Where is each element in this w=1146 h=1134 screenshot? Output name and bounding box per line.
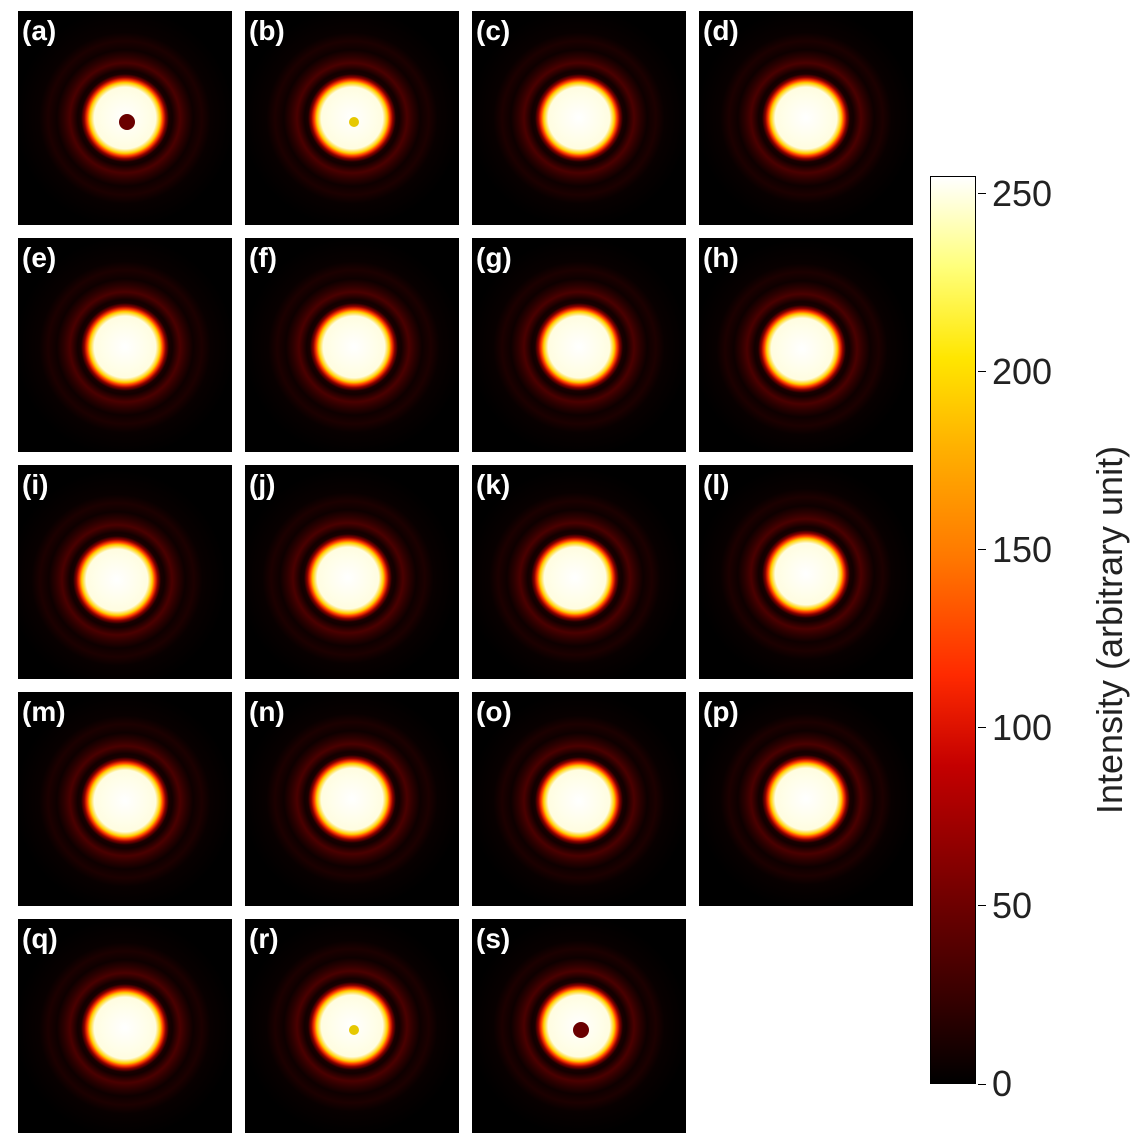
beam-profile — [18, 11, 232, 225]
intensity-panel: (d) — [699, 11, 913, 225]
colorbar-tick — [978, 549, 986, 551]
beam-profile — [699, 11, 913, 225]
center-dark-spot — [119, 114, 135, 130]
panel-label: (f) — [249, 242, 277, 273]
intensity-panel: (n) — [245, 692, 459, 906]
colorbar — [930, 176, 976, 1084]
panel-label: (n) — [249, 696, 285, 727]
intensity-panel: (o) — [472, 692, 686, 906]
beam-intensity — [699, 238, 913, 452]
beam-profile — [245, 11, 459, 225]
panel-label: (r) — [249, 923, 279, 954]
beam-profile — [18, 238, 232, 452]
colorbar-tick — [978, 371, 986, 373]
panel-label: (k) — [476, 469, 511, 500]
intensity-panel: (e) — [18, 238, 232, 452]
panel-label: (p) — [703, 696, 739, 727]
colorbar-tick-label: 50 — [992, 884, 1033, 926]
colorbar-tick — [978, 905, 986, 907]
intensity-panel: (g) — [472, 238, 686, 452]
intensity-panel: (f) — [245, 238, 459, 452]
panel-label: (e) — [22, 242, 57, 273]
colorbar-tick — [978, 193, 986, 195]
panel-label: (h) — [703, 242, 739, 273]
beam-intensity — [18, 465, 232, 679]
beam-intensity — [699, 692, 913, 906]
intensity-panel: (s) — [472, 919, 686, 1133]
beam-intensity — [699, 11, 913, 225]
intensity-panel: (b) — [245, 11, 459, 225]
intensity-panel: (k) — [472, 465, 686, 679]
colorbar-tick — [978, 1083, 986, 1085]
intensity-panel: (j) — [245, 465, 459, 679]
intensity-panel: (r) — [245, 919, 459, 1133]
colorbar-label: Intensity (arbitrary unit) — [1089, 445, 1130, 815]
beam-profile — [18, 919, 232, 1133]
intensity-panel: (l) — [699, 465, 913, 679]
beam-intensity — [472, 465, 686, 679]
colorbar-tick-label: 200 — [992, 350, 1053, 392]
beam-intensity — [472, 11, 686, 225]
beam-intensity — [245, 465, 459, 679]
colorbar-tick-label: 250 — [992, 172, 1053, 214]
panel-label: (b) — [249, 15, 285, 46]
beam-profile — [245, 465, 459, 679]
beam-profile — [699, 692, 913, 906]
beam-profile — [18, 692, 232, 906]
beam-profile — [245, 692, 459, 906]
panel-label: (o) — [476, 696, 512, 727]
beam-intensity — [245, 238, 459, 452]
beam-intensity — [472, 692, 686, 906]
intensity-panel: (h) — [699, 238, 913, 452]
colorbar-tick-label: 150 — [992, 528, 1053, 570]
intensity-panel: (p) — [699, 692, 913, 906]
beam-profile — [472, 692, 686, 906]
panel-label: (s) — [476, 923, 511, 954]
panel-label: (i) — [22, 469, 49, 500]
panel-label: (m) — [22, 696, 66, 727]
beam-profile — [472, 919, 686, 1133]
panel-label: (a) — [22, 15, 57, 46]
intensity-panel: (c) — [472, 11, 686, 225]
colorbar-tick — [978, 727, 986, 729]
beam-profile — [472, 465, 686, 679]
beam-intensity — [18, 919, 232, 1133]
beam-intensity — [245, 692, 459, 906]
beam-profile — [699, 465, 913, 679]
center-dark-spot — [573, 1022, 589, 1038]
intensity-panel: (m) — [18, 692, 232, 906]
center-bright-spot — [349, 117, 359, 127]
beam-intensity — [18, 238, 232, 452]
beam-profile — [18, 465, 232, 679]
beam-intensity — [472, 238, 686, 452]
panel-label: (d) — [703, 15, 739, 46]
colorbar-tick-label: 0 — [992, 1063, 1013, 1104]
beam-profile — [472, 11, 686, 225]
colorbar-tick-label: 100 — [992, 706, 1053, 748]
panel-label: (l) — [703, 469, 730, 500]
beam-intensity — [699, 465, 913, 679]
panel-label: (j) — [249, 469, 276, 500]
intensity-panel: (q) — [18, 919, 232, 1133]
intensity-panel: (a) — [18, 11, 232, 225]
intensity-panel: (i) — [18, 465, 232, 679]
center-bright-spot — [349, 1025, 359, 1035]
panel-label: (g) — [476, 242, 512, 273]
beam-profile — [245, 238, 459, 452]
beam-profile — [699, 238, 913, 452]
beam-profile — [245, 919, 459, 1133]
panel-label: (q) — [22, 923, 58, 954]
panel-label: (c) — [476, 15, 511, 46]
beam-intensity — [18, 692, 232, 906]
beam-profile — [472, 238, 686, 452]
